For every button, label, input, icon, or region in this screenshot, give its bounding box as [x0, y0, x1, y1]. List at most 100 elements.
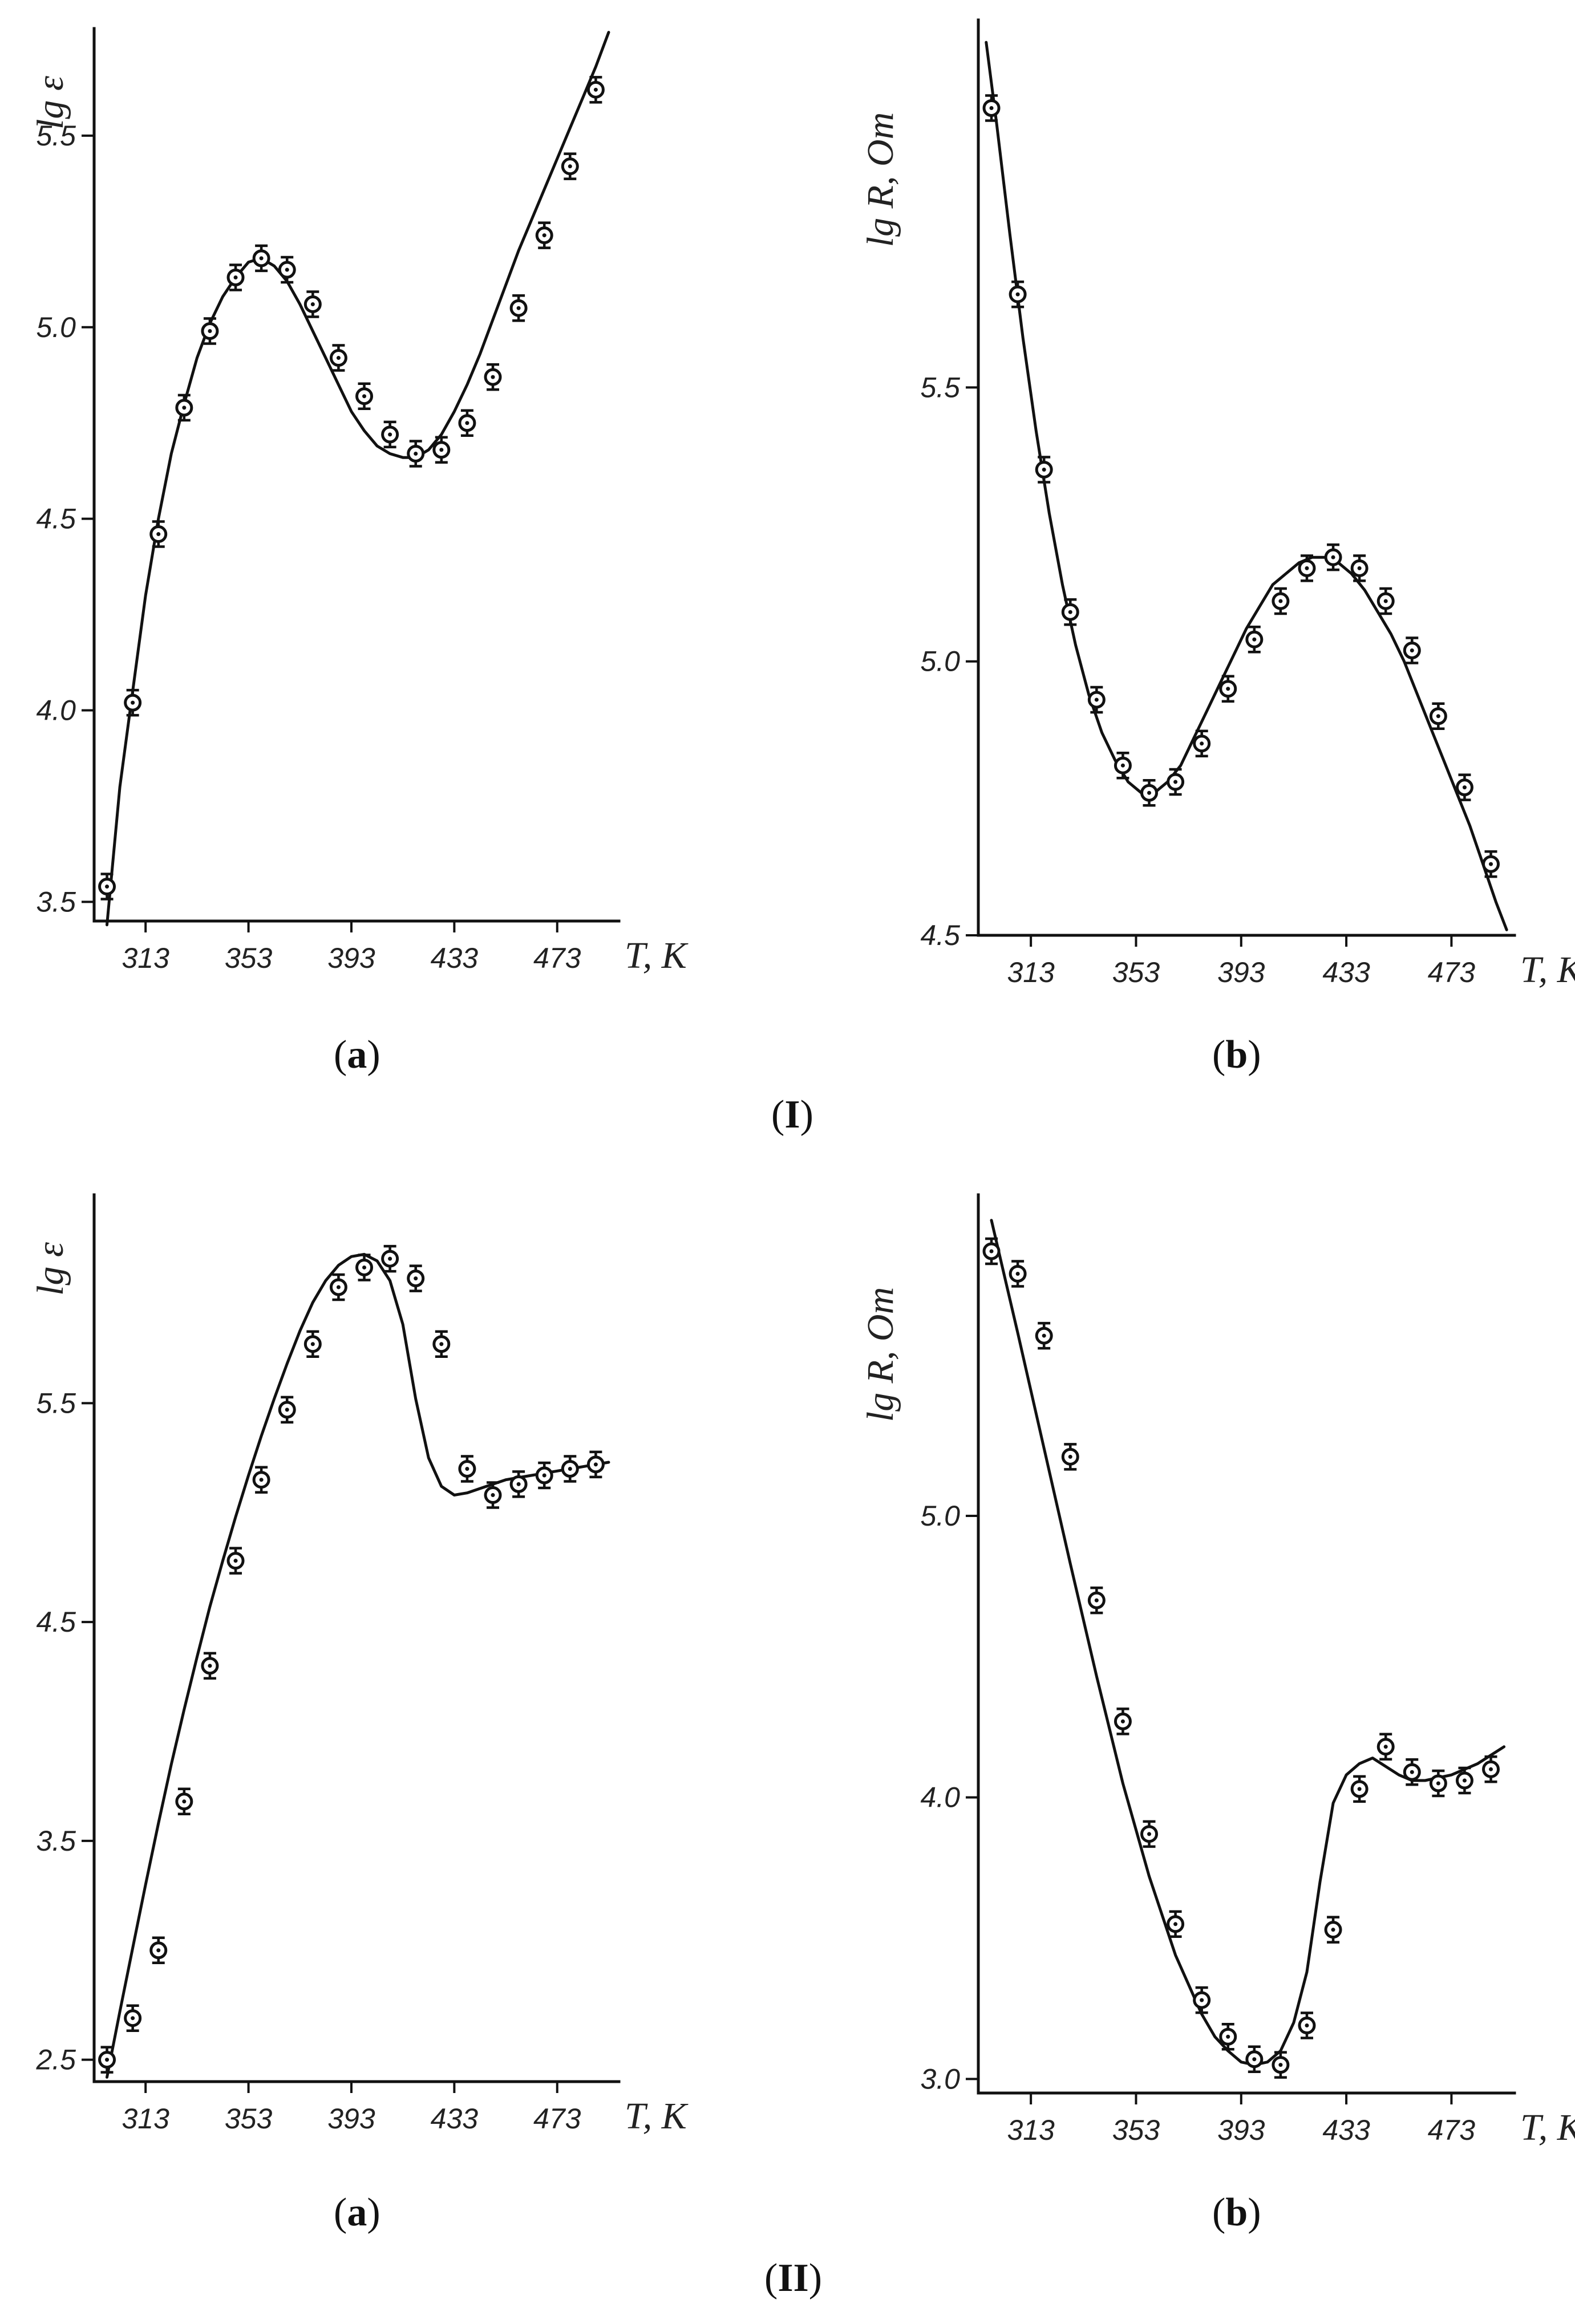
chart-I-a-point-center: [336, 356, 341, 360]
chart-II-a-y-tick-label: 4.5: [36, 1606, 76, 1638]
chart-I-b-data-point: [1193, 729, 1211, 758]
chart-I-b-data-point: [982, 94, 1001, 122]
chart-II-a-data-point: [484, 1481, 502, 1509]
chart-I-a-point-center: [362, 394, 367, 399]
chart-II-b-point-center: [1200, 1998, 1204, 2002]
chart-I-b-data-point: [1298, 554, 1316, 582]
chart-II-b-data-point: [1140, 1820, 1159, 1848]
chart-I-a-point-center: [542, 233, 546, 238]
chart-I-a-data-point: [303, 290, 322, 318]
chart-II-a-x-tick-label: 393: [327, 2103, 375, 2135]
chart-II-b-x-tick-label: 473: [1428, 2114, 1476, 2146]
panel-label-I-a: (a): [334, 1033, 380, 1077]
chart-II-a-data-point: [175, 1787, 193, 1816]
chart-I-a-point-center: [388, 432, 392, 437]
chart-I-b-point-center: [1489, 862, 1493, 866]
chart-I-a-data-point: [149, 520, 168, 548]
chart-II-b-data-point: [1350, 1775, 1368, 1803]
chart-II-b-point-center: [1120, 1719, 1125, 1723]
chart-I-b-data-point: [1324, 543, 1342, 571]
chart-I-b-point-center: [1410, 648, 1414, 652]
panel-label-II-a: (a): [334, 2191, 380, 2234]
chart-II-a-point-center: [568, 1467, 572, 1471]
chart-II-b-x-tick-label: 313: [1007, 2114, 1055, 2146]
chart-I-b-point-center: [1383, 599, 1388, 603]
chart-I-a-data-point: [458, 409, 476, 437]
chart-I-a-data-point: [201, 317, 219, 345]
chart-II-b-point-center: [1489, 1767, 1493, 1771]
chart-I-b-point-center: [1173, 780, 1178, 784]
chart-II-a-data-point: [561, 1455, 579, 1483]
chart-II-b-point-center: [1068, 1454, 1072, 1459]
chart-II-a-fit-curve: [106, 1252, 610, 2079]
chart-II-a-point-center: [156, 1948, 161, 1953]
chart-I-a-data-point: [124, 688, 142, 717]
chart-II-b-data-point: [1272, 2051, 1290, 2079]
chart-II-b-data-point: [982, 1237, 1001, 1266]
chart-I-a-y-axis-label: lg ε: [30, 76, 71, 129]
chart-I-b-data-point: [1140, 778, 1159, 807]
chart-I-b-data-point: [1061, 598, 1079, 626]
chart-I-a-point-center: [593, 87, 598, 92]
chart-II-b-data-point: [1193, 1986, 1211, 2014]
chart-II-b-point-center: [1042, 1333, 1046, 1338]
chart-I-b-data-point: [1376, 587, 1395, 615]
chart-I-b-x-tick-label: 313: [1007, 956, 1055, 988]
chart-II-b-data-point: [1009, 1260, 1027, 1288]
chart-II-a-point-center: [439, 1342, 444, 1346]
chart-I-b-point-center: [1462, 785, 1467, 790]
chart-II-b-point-center: [1410, 1770, 1414, 1774]
chart-I-a-data-point: [432, 436, 451, 464]
chart-II-a-data-point: [432, 1330, 451, 1358]
chart-II-b-data-point: [1087, 1586, 1106, 1615]
chart-II-a-data-point: [252, 1466, 270, 1494]
chart-I-b-data-point: [1272, 587, 1290, 615]
chart-I-a-y-tick-label: 3.5: [36, 886, 76, 918]
chart-I-a-point-center: [439, 448, 444, 452]
chart-I-b-x-tick-label: 473: [1428, 956, 1476, 988]
chart-II-a-data-point: [278, 1396, 296, 1424]
chart-I-b-point-center: [1436, 714, 1440, 719]
chart-II-a-point-center: [491, 1493, 495, 1498]
chart-II-b-point-center: [989, 1249, 994, 1254]
chart-I-a-y-tick-label: 4.5: [36, 503, 76, 535]
chart-panel-I-a: 313 353 393 433 473 T, K 3.5 4.0 4.5 5.0 5.5lg ε: [30, 27, 689, 976]
chart-I-a-point-center: [414, 451, 418, 456]
chart-II-b-x-tick-label: 353: [1112, 2114, 1160, 2146]
chart-II-a-point-center: [542, 1473, 546, 1478]
chart-II-b-y-tick-label: 5.0: [920, 1500, 960, 1532]
chart-II-b-data-point: [1114, 1707, 1132, 1735]
chart-I-b-point-center: [1331, 555, 1335, 559]
chart-I-a-data-point: [509, 294, 528, 322]
chart-I-a-fit-curve: [106, 31, 610, 927]
chart-I-a-y-tick-label: 5.0: [36, 311, 76, 343]
chart-II-a-point-center: [182, 1799, 187, 1804]
chart-I-a-x-axis-label: T, K: [625, 935, 689, 976]
chart-I-a-point-center: [285, 267, 289, 272]
chart-II-b-point-center: [1462, 1778, 1467, 1783]
chart-II-a-point-center: [465, 1467, 469, 1471]
chart-II-a-data-point: [458, 1455, 476, 1483]
chart-II-a-point-center: [233, 1559, 238, 1563]
chart-II-b-fit-curve: [990, 1219, 1506, 2067]
chart-II-b-data-point: [1455, 1766, 1473, 1795]
chart-II-a-data-point: [586, 1450, 605, 1479]
chart-I-a-data-point: [355, 382, 374, 410]
panel-label-II-b: (b): [1212, 2191, 1261, 2234]
chart-I-a-data-point: [407, 440, 425, 468]
group-label-I: (I): [771, 1093, 813, 1137]
chart-I-b-point-center: [1147, 790, 1152, 795]
chart-I-a-point-center: [491, 375, 495, 379]
chart-II-a-point-center: [336, 1285, 341, 1289]
chart-I-a-point-center: [310, 302, 315, 306]
chart-II-a-point-center: [105, 2058, 110, 2062]
chart-I-a-x-tick-label: 393: [327, 942, 375, 974]
chart-I-a-x-tick-label: 313: [122, 942, 169, 974]
chart-I-b-point-center: [1226, 687, 1230, 691]
chart-II-b-y-tick-label: 4.0: [920, 1782, 960, 1814]
chart-I-b-point-center: [1042, 467, 1046, 472]
chart-I-b-x-tick-label: 433: [1322, 956, 1370, 988]
chart-I-a-point-center: [233, 275, 238, 279]
chart-II-b-point-center: [1331, 1928, 1335, 1932]
chart-II-a-point-center: [259, 1478, 264, 1482]
